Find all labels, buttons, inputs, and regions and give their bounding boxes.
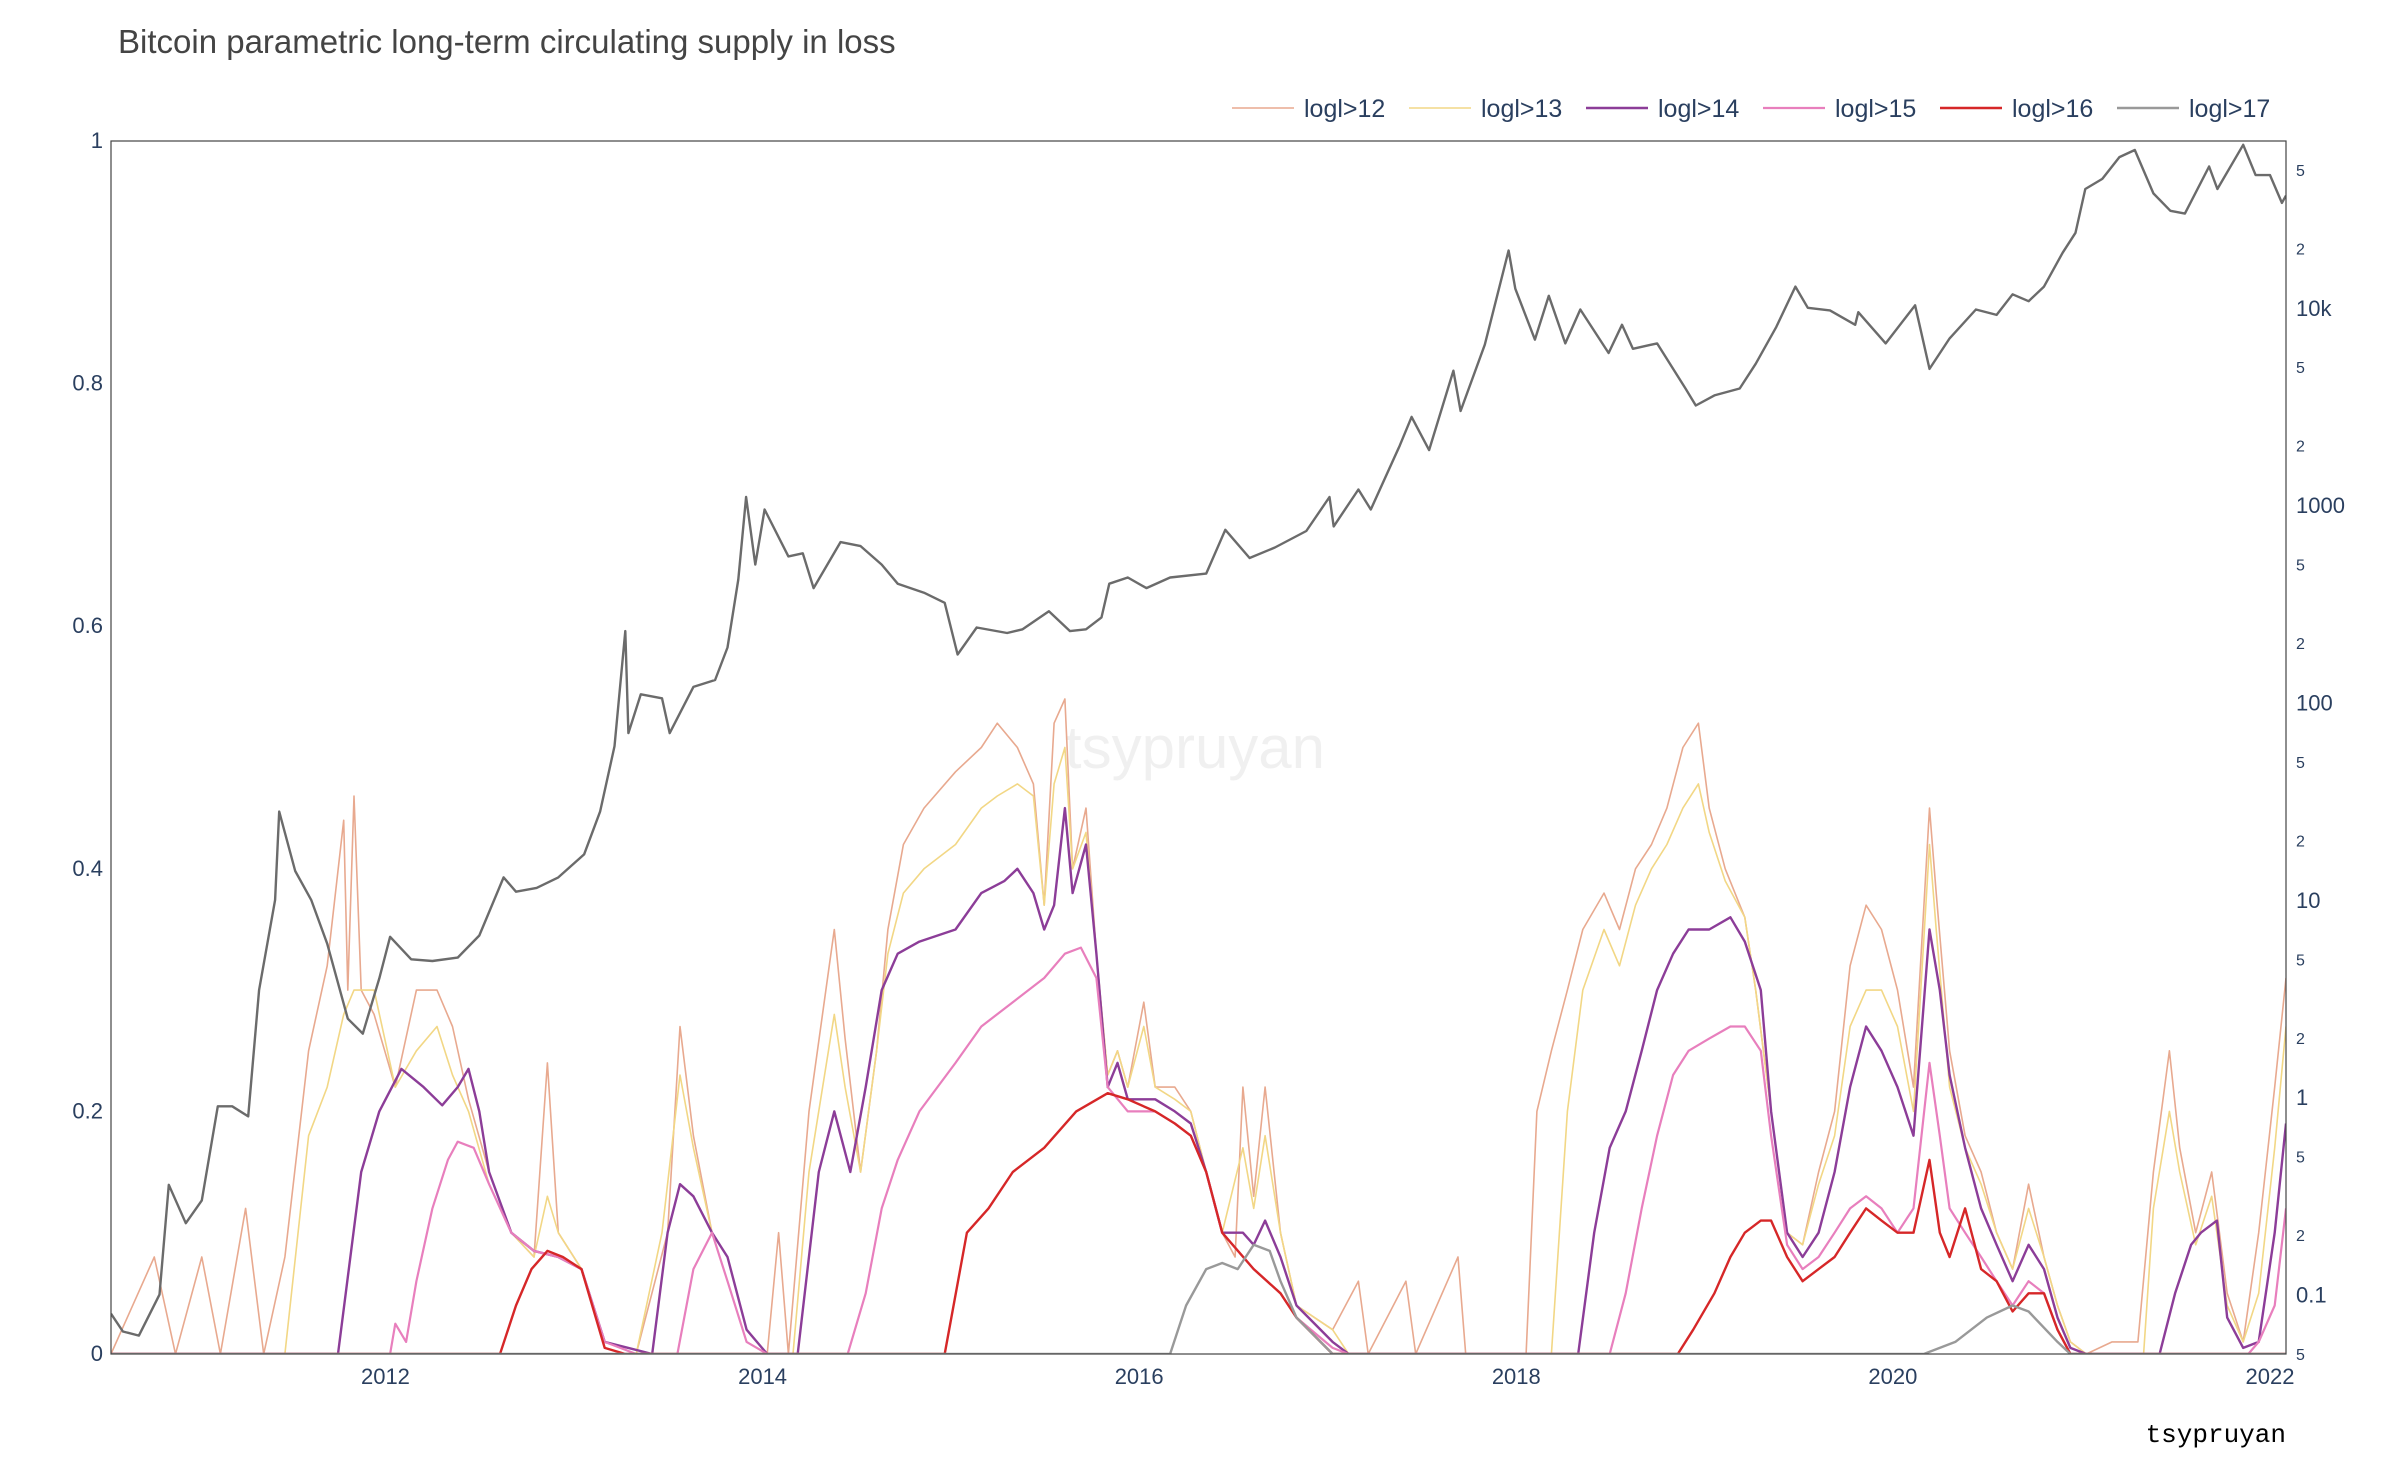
y-right-minor-tick-label: 2 xyxy=(2296,1228,2305,1245)
x-tick-label: 2020 xyxy=(1868,1364,1917,1389)
x-tick-label: 2012 xyxy=(361,1364,410,1389)
y-right-minor-tick-label: 5 xyxy=(2296,755,2305,772)
y-right-minor-tick-label: 2 xyxy=(2296,1031,2305,1048)
y-right-minor-tick-label: 5 xyxy=(2296,1150,2305,1167)
y-right-minor-tick-label: 2 xyxy=(2296,439,2305,456)
credit-label: tsypruyan xyxy=(2146,1420,2286,1450)
y-right-minor-tick-label: 2 xyxy=(2296,833,2305,850)
y-right-minor-tick-label: 5 xyxy=(2296,360,2305,377)
series-line-price xyxy=(111,143,2286,1337)
watermark: tsypruyan xyxy=(1065,714,1325,781)
chart-title: Bitcoin parametric long-term circulating… xyxy=(118,23,896,60)
legend-label: logl>17 xyxy=(2189,95,2270,123)
y-left-tick-label: 0 xyxy=(91,1341,103,1366)
legend-label: logl>15 xyxy=(1835,95,1916,123)
y-right-minor-tick-label: 5 xyxy=(2296,952,2305,969)
legend-label: logl>13 xyxy=(1481,95,1562,123)
y-right-tick-label: 10k xyxy=(2296,296,2332,321)
y-right-tick-label: 100 xyxy=(2296,691,2333,716)
y-right-tick-label: 0.1 xyxy=(2296,1283,2327,1308)
series-line-logl-16 xyxy=(111,1092,2286,1354)
plot-area xyxy=(111,143,2286,1354)
legend-label: logl>12 xyxy=(1304,95,1385,123)
y-right-tick-label: 1 xyxy=(2296,1085,2308,1110)
right-axis: 0.1 1 10 100 1000 10k 5 2 5 2 5 2 5 2 5 2 5 2 5 xyxy=(2296,163,2345,1364)
y-left-tick-label: 0.6 xyxy=(72,613,103,638)
y-right-tick-label: 10 xyxy=(2296,888,2320,913)
y-right-tick-label: 1000 xyxy=(2296,493,2345,518)
legend: logl>12 logl>13 logl>14 logl>15 logl>16 logl>… xyxy=(1232,95,2270,123)
y-left-tick-label: 0.8 xyxy=(72,371,103,396)
y-right-minor-tick-label: 2 xyxy=(2296,241,2305,258)
x-tick-label: 2014 xyxy=(738,1364,787,1389)
legend-label: logl>14 xyxy=(1658,95,1739,123)
x-tick-label: 2018 xyxy=(1492,1364,1541,1389)
y-right-minor-tick-label: 5 xyxy=(2296,558,2305,575)
y-left-tick-label: 0.4 xyxy=(72,856,103,881)
series-line-logl-14 xyxy=(111,806,2286,1354)
x-axis: 2012 2014 2016 2018 2020 2022 xyxy=(361,1364,2295,1389)
y-left-tick-label: 1 xyxy=(91,128,103,153)
y-left-tick-label: 0.2 xyxy=(72,1098,103,1123)
y-right-minor-tick-label: 2 xyxy=(2296,636,2305,653)
series-line-logl-13 xyxy=(111,746,2286,1354)
series-line-logl-17 xyxy=(111,1243,2286,1354)
y-right-minor-tick-label: 5 xyxy=(2296,1347,2305,1364)
legend-label: logl>16 xyxy=(2012,95,2093,123)
y-right-minor-tick-label: 5 xyxy=(2296,163,2305,180)
x-tick-label: 2022 xyxy=(2246,1364,2295,1389)
plot-frame xyxy=(110,140,2287,1355)
left-axis: 0 0.2 0.4 0.6 0.8 1 xyxy=(72,128,103,1366)
x-tick-label: 2016 xyxy=(1115,1364,1164,1389)
